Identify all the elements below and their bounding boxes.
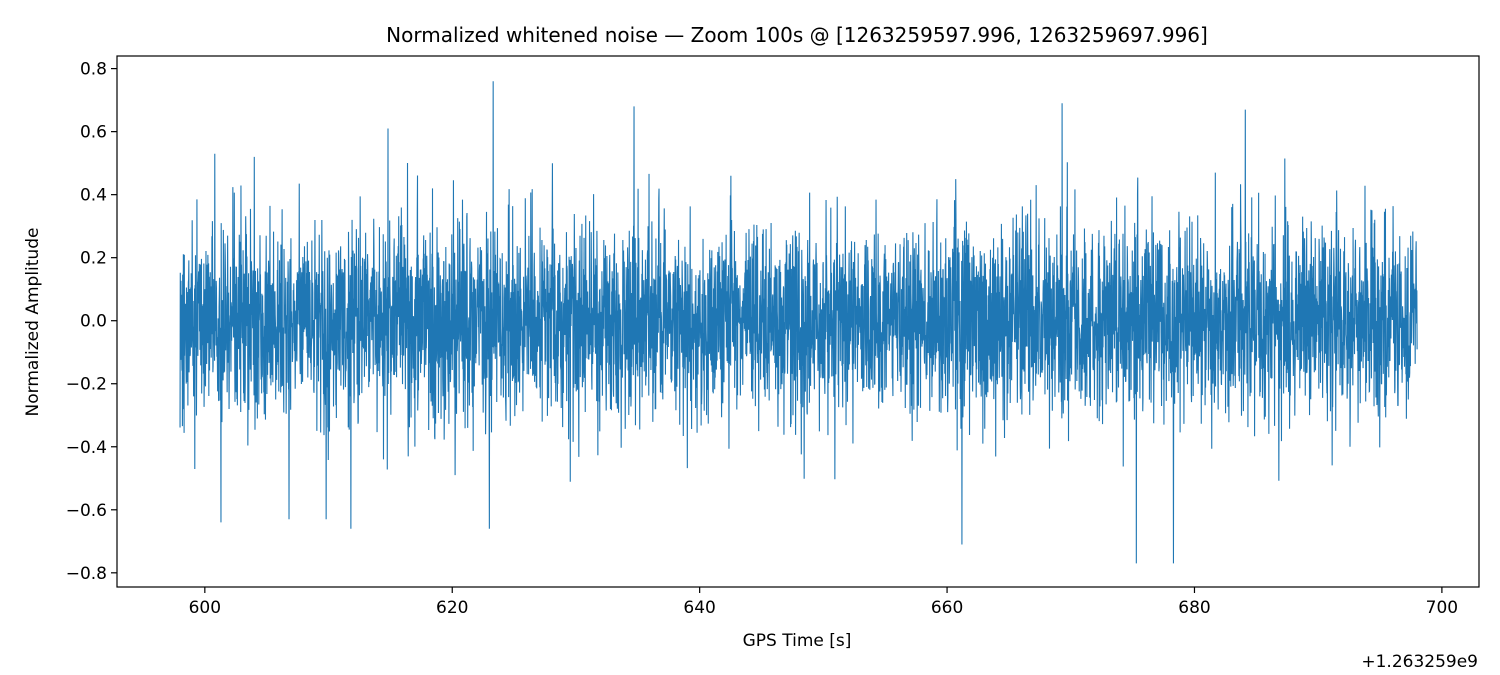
x-tick-label: 600 [189, 598, 221, 618]
y-tick-label: 0.8 [80, 60, 107, 80]
chart-title: Normalized whitened noise — Zoom 100s @ … [386, 23, 1208, 47]
x-axis: 600 620 640 660 680 700 [189, 587, 1458, 618]
x-tick-label: 660 [931, 598, 963, 618]
y-tick-label: 0.2 [80, 249, 107, 269]
y-axis-label: Normalized Amplitude [23, 228, 43, 417]
y-tick-label: −0.4 [66, 438, 107, 458]
y-tick-label: 0.6 [80, 123, 107, 143]
y-tick-label: −0.8 [66, 564, 107, 584]
axes-frame [116, 55, 1480, 588]
signal-line [179, 81, 1418, 564]
x-tick-label: 680 [1178, 598, 1210, 618]
y-axis: −0.8 −0.6 −0.4 −0.2 0.0 0.2 0.4 0.6 0.8 [66, 60, 117, 584]
x-tick-label: 620 [436, 598, 468, 618]
y-tick-label: 0.0 [80, 312, 107, 332]
y-tick-label: −0.2 [66, 375, 107, 395]
x-tick-label: 640 [683, 598, 715, 618]
y-tick-label: 0.4 [80, 186, 107, 206]
plot-area [179, 81, 1418, 564]
y-tick-label: −0.6 [66, 501, 107, 521]
x-tick-label: 700 [1426, 598, 1458, 618]
x-axis-label: GPS Time [s] [743, 631, 852, 651]
x-axis-offset-label: +1.263259e9 [1361, 652, 1478, 672]
